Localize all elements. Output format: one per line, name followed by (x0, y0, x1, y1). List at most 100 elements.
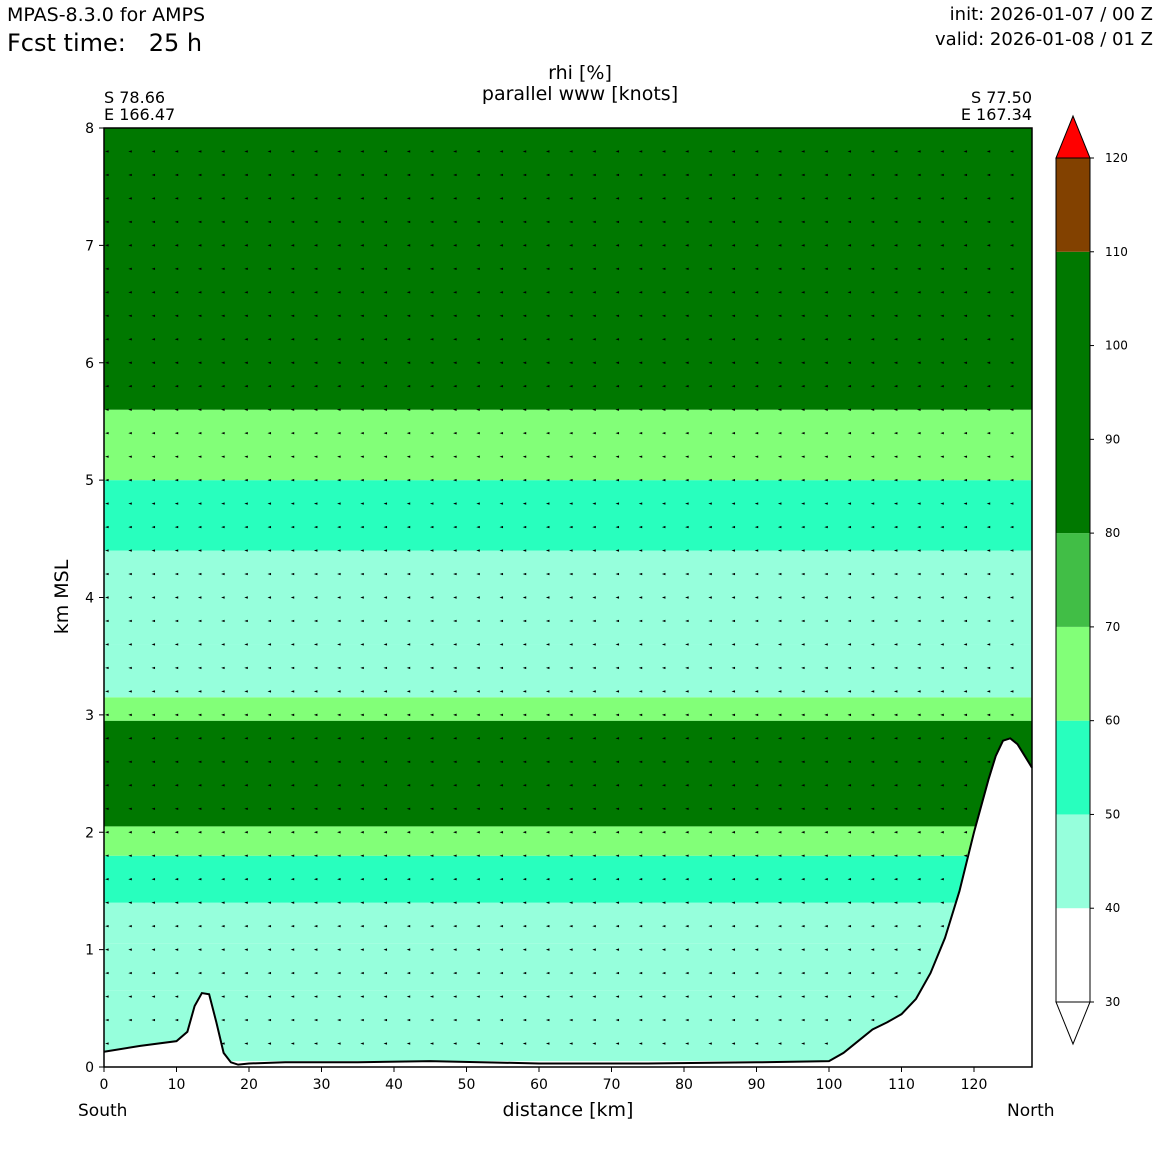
wind-arrow (290, 1018, 295, 1022)
wind-arrow (267, 807, 272, 810)
wind-arrow (569, 831, 573, 834)
wind-arrow (406, 619, 411, 623)
wind-arrow (406, 267, 411, 271)
wind-arrow (685, 244, 689, 247)
wind-arrow (661, 1018, 666, 1022)
wind-arrow (313, 173, 318, 177)
wind-arrow (128, 924, 132, 928)
wind-arrow (638, 431, 643, 435)
wind-arrow (128, 878, 132, 881)
wind-arrow (453, 690, 457, 693)
wind-arrow (801, 291, 805, 294)
wind-arrow (731, 314, 736, 317)
wind-arrow (476, 643, 480, 646)
wind-arrow (592, 807, 596, 810)
wind-arrow (128, 995, 132, 998)
wind-arrow (917, 948, 921, 951)
wind-arrow (986, 478, 991, 482)
wind-arrow (685, 197, 689, 200)
wind-arrow (893, 995, 898, 998)
wind-arrow (522, 291, 527, 294)
wind-arrow (453, 455, 457, 458)
wind-arrow (708, 408, 712, 411)
wind-arrow (151, 197, 156, 200)
wind-arrow (615, 338, 620, 341)
wind-arrow (290, 549, 295, 552)
wind-arrow (429, 431, 434, 435)
wind-arrow (105, 525, 109, 529)
wind-arrow (615, 267, 620, 271)
wind-arrow (360, 807, 364, 810)
wind-arrow (870, 760, 875, 764)
wind-arrow (453, 572, 457, 576)
wind-arrow (893, 878, 898, 881)
wind-arrow (105, 220, 109, 224)
wind-arrow (105, 385, 109, 388)
wind-arrow (174, 619, 179, 623)
wind-arrow (499, 197, 504, 200)
wind-arrow (801, 408, 805, 411)
wind-arrow (731, 455, 736, 458)
wind-arrow (545, 690, 550, 693)
wind-arrow (777, 314, 782, 317)
wind-arrow (777, 831, 782, 834)
wind-arrow (360, 431, 364, 435)
wind-arrow (313, 831, 318, 834)
wind-arrow (499, 878, 504, 881)
wind-arrow (337, 455, 341, 458)
wind-arrow (638, 713, 643, 717)
wind-arrow (545, 267, 550, 271)
wind-arrow (383, 831, 388, 834)
wind-arrow (754, 150, 759, 153)
wind-arrow (638, 502, 643, 505)
wind-arrow (940, 666, 944, 670)
wind-arrow (777, 385, 782, 388)
wind-arrow (1009, 690, 1014, 693)
wind-arrow (917, 361, 921, 364)
x-tick-label: 40 (385, 1077, 403, 1093)
wind-arrow (685, 971, 689, 975)
wind-arrow (290, 408, 295, 411)
wind-arrow (777, 784, 782, 787)
wind-arrow (569, 807, 573, 810)
wind-arrow (777, 455, 782, 458)
wind-arrow (731, 267, 736, 271)
wind-arrow (360, 995, 364, 998)
wind-arrow (337, 502, 341, 505)
wind-arrow (267, 831, 272, 834)
wind-arrow (360, 901, 364, 904)
wind-arrow (244, 408, 248, 411)
wind-arrow (429, 478, 434, 482)
wind-arrow (685, 408, 689, 411)
wind-arrow (337, 831, 341, 834)
wind-arrow (429, 572, 434, 576)
wind-arrow (754, 948, 759, 951)
wind-arrow (128, 197, 132, 200)
wind-arrow (476, 455, 480, 458)
wind-arrow (453, 502, 457, 505)
wind-arrow (801, 1042, 805, 1045)
wind-arrow (615, 854, 620, 857)
wind-arrow (499, 784, 504, 787)
wind-arrow (499, 525, 504, 529)
wind-arrow (105, 948, 109, 951)
colorbar-tick-label: 40 (1105, 901, 1120, 915)
wind-arrow (569, 291, 573, 294)
wind-arrow (221, 361, 225, 364)
wind-arrow (360, 1018, 364, 1022)
wind-arrow (545, 502, 550, 505)
wind-arrow (429, 525, 434, 529)
wind-arrow (917, 854, 921, 857)
wind-arrow (963, 267, 968, 271)
wind-arrow (197, 220, 202, 224)
wind-arrow (429, 948, 434, 951)
wind-arrow (499, 1018, 504, 1022)
wind-arrow (940, 690, 944, 693)
wind-arrow (545, 455, 550, 458)
wind-arrow (244, 854, 248, 857)
wind-arrow (383, 619, 388, 623)
wind-arrow (221, 150, 225, 153)
wind-arrow (360, 619, 364, 623)
wind-arrow (685, 784, 689, 787)
wind-arrow (569, 596, 573, 599)
